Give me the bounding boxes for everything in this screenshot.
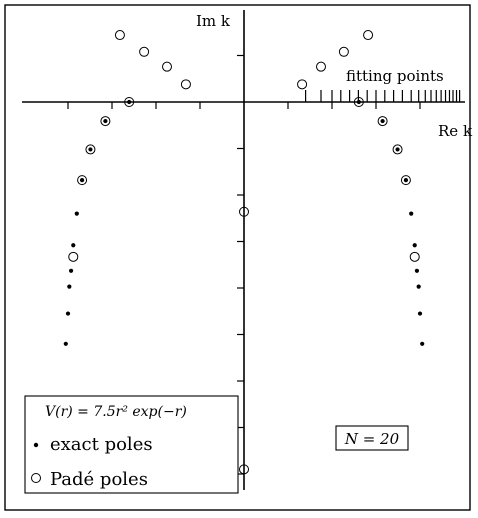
exact-pole-point [409,211,414,216]
legend-pade-marker [31,473,41,483]
y-axis-label: Im k [196,12,231,30]
exact-pole-point [88,147,93,152]
pade-pole-point [316,61,326,72]
exact-pole-point [127,99,132,105]
pade-pole-point [363,30,374,41]
exact-pole-point [380,118,385,124]
fitting-points-label: fitting points [346,67,444,85]
pade-pole-point [162,61,172,72]
n-label-group: N = 20 [335,425,409,451]
pade-pole-point [377,116,388,127]
potential-label: V(r) = 7.5r² exp(−r) [45,404,187,420]
legend-pade-label: Padé poles [50,469,148,490]
exact-pole-point [417,311,423,316]
legend: V(r) = 7.5r² exp(−r) exact poles Padé po… [24,395,239,494]
pade-pole-point [68,251,79,262]
fitting-points-marks [305,90,461,102]
x-axis-ticks [67,102,421,109]
n-label: N = 20 [344,430,400,448]
pade-pole-point [114,30,125,41]
x-axis-label: Re k [438,122,473,140]
pade-pole-point [353,97,364,107]
exact-pole-point [356,99,361,105]
pade-pole-point [124,97,135,107]
exact-pole-point [71,243,76,248]
exact-pole-point [420,341,425,346]
pade-pole-point [392,144,403,155]
exact-pole-point [79,178,85,183]
exact-pole-point [414,268,420,273]
exact-pole-point [103,118,108,124]
exact-pole-point [63,341,68,346]
pade-pole-point [77,175,88,186]
exact-pole-point [412,243,417,248]
exact-pole-point [67,284,72,289]
pade-pole-point [239,206,249,217]
pole-markers [63,30,425,475]
pade-pole-point [100,116,111,127]
pade-pole-point [85,144,96,155]
pade-pole-point [409,251,420,262]
exact-pole-point [403,178,409,183]
legend-exact-label: exact poles [50,434,153,455]
exact-pole-point [68,268,74,273]
pade-pole-point [297,79,308,90]
exact-pole-point [395,147,400,152]
legend-exact-marker [33,442,39,448]
n-label-box [335,425,409,451]
pade-pole-point [139,46,150,57]
pade-pole-point [239,464,249,475]
legend-box [24,395,239,494]
exact-pole-point [74,211,79,216]
pade-pole-point [180,79,191,90]
exact-pole-point [65,311,71,316]
plot-frame [4,4,471,511]
pade-pole-point [400,175,411,186]
pade-pole-point [338,46,349,57]
exact-pole-point [416,284,421,289]
